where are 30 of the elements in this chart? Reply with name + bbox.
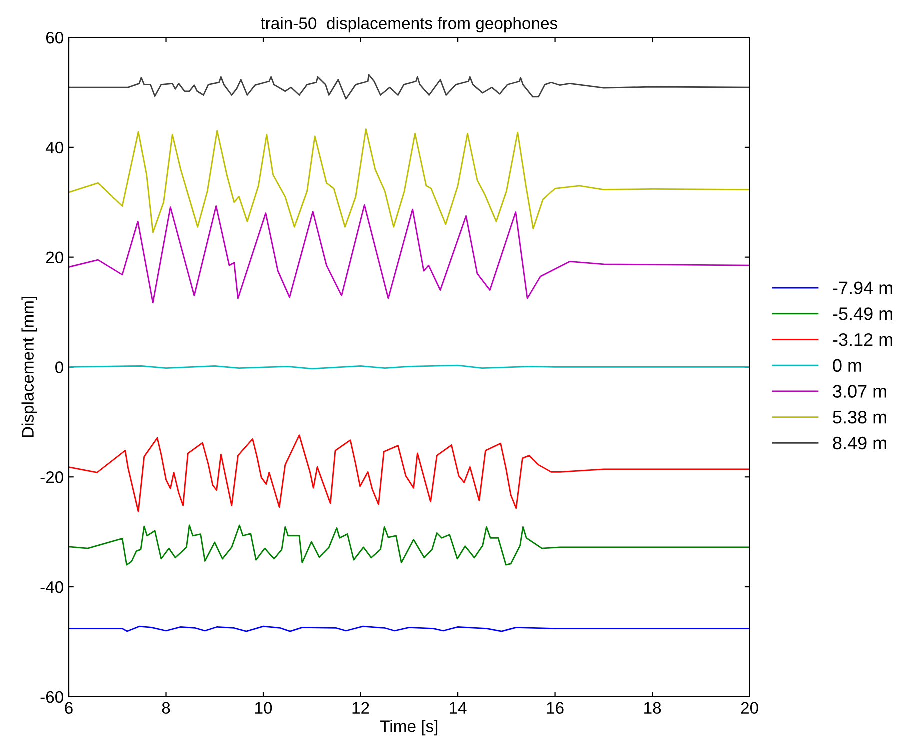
x-tick-label: 8 xyxy=(162,702,170,714)
line-series xyxy=(69,204,750,304)
line-series xyxy=(69,128,750,234)
y-tick-label: 60 xyxy=(46,32,64,44)
y-tick-label: 20 xyxy=(46,252,64,264)
y-axis-title: Displacement [mm] xyxy=(22,297,38,438)
y-tick-label: -60 xyxy=(40,691,64,704)
legend-label: 3.07 m xyxy=(833,385,886,398)
x-tick-label: 18 xyxy=(644,702,662,714)
x-tick-label: 12 xyxy=(352,702,370,714)
legend-label: -7.94 m xyxy=(833,282,892,295)
chart-title: train-50 displacements from geophones xyxy=(260,17,558,33)
x-tick-label: 14 xyxy=(450,702,467,714)
y-tick-label: 0 xyxy=(56,362,64,374)
line-series xyxy=(69,524,750,566)
y-tick-label: -20 xyxy=(40,472,64,484)
x-axis-title: Time [s] xyxy=(380,720,438,736)
x-tick-label: 10 xyxy=(256,702,272,714)
x-tick-label: 20 xyxy=(741,702,758,714)
line-series xyxy=(69,74,750,100)
legend-label: 0 m xyxy=(833,359,862,372)
legend-label: 8.49 m xyxy=(833,436,886,450)
legend-label: -3.12 m xyxy=(833,333,892,346)
x-tick-label: 6 xyxy=(65,702,73,714)
legend-label: 5.38 m xyxy=(833,411,886,424)
line-series xyxy=(69,434,750,512)
y-tick-label: -40 xyxy=(40,581,64,594)
x-tick-label: 16 xyxy=(547,702,564,714)
y-tick-label: 40 xyxy=(46,142,64,154)
legend-label: -5.49 m xyxy=(833,308,892,320)
